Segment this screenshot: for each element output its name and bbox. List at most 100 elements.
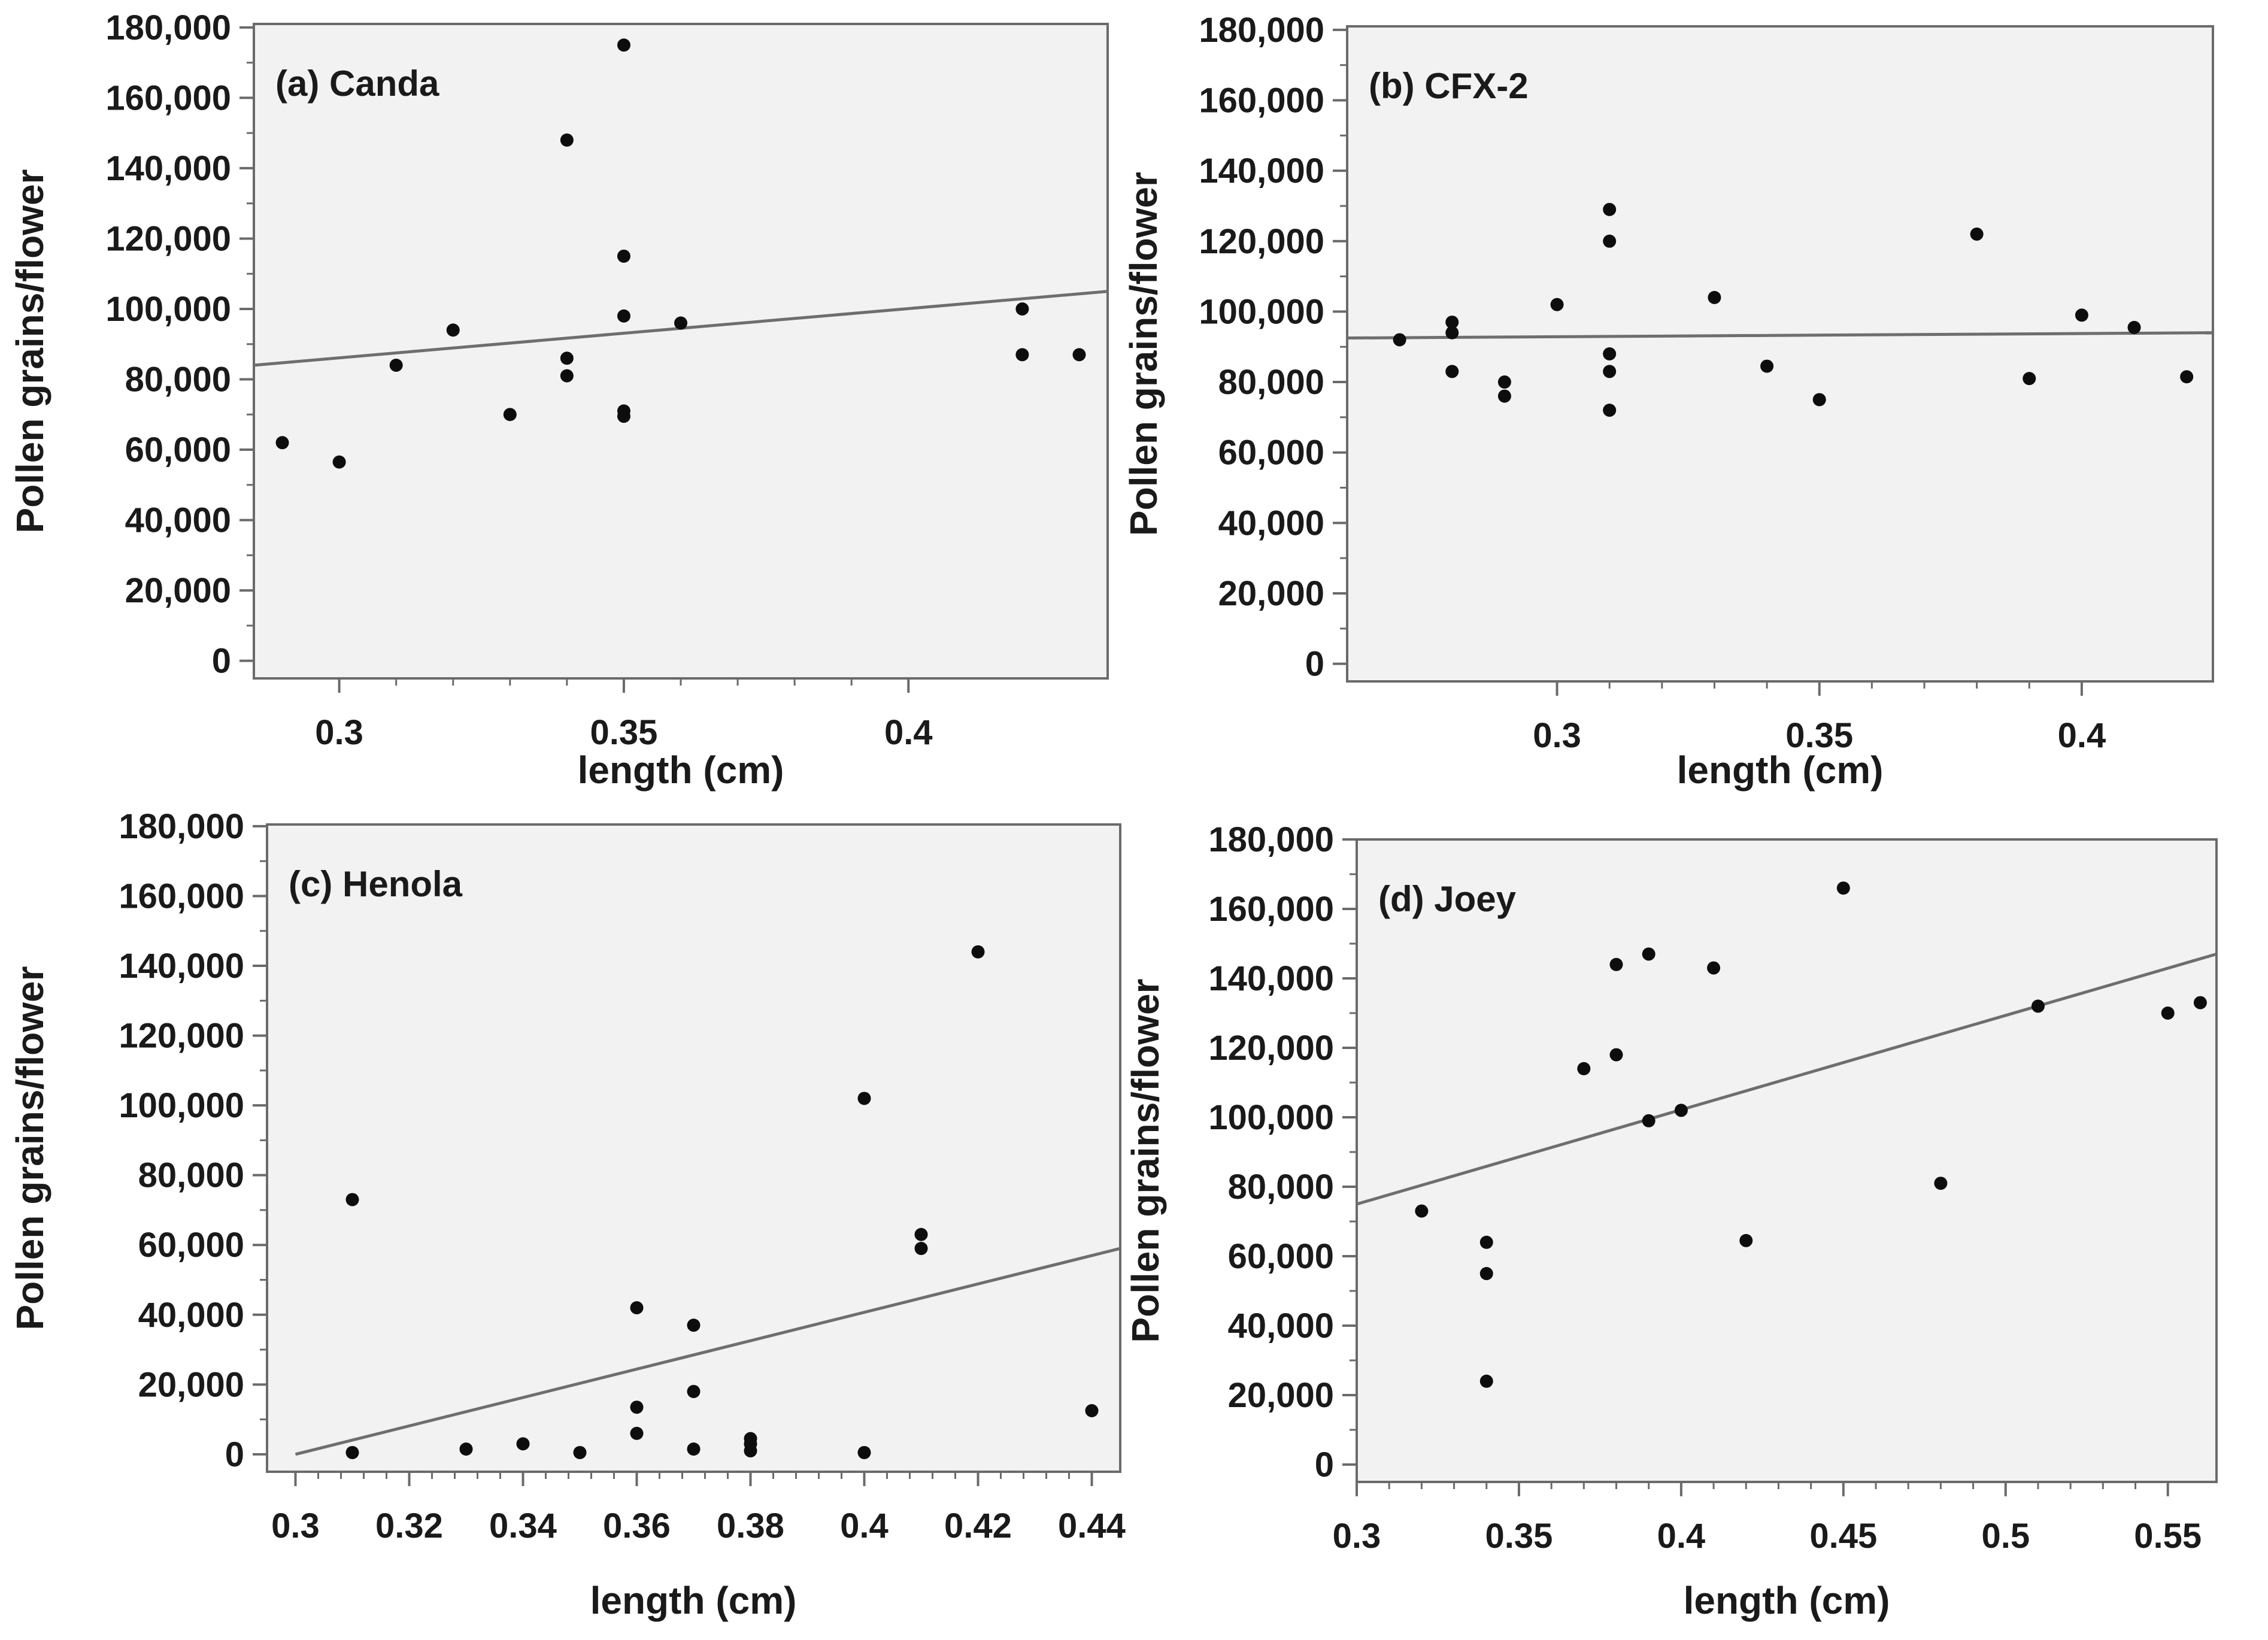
chart-cfx2: 0 20,000 40,000 60,000 80,000 100,000 120,000 1… <box>1122 11 2214 792</box>
data-point <box>687 1318 701 1332</box>
y-tick-label: 100,000 <box>119 1086 244 1125</box>
chart-joey: 0 20,000 40,000 60,000 80,000 100,000 120,000 1… <box>1124 820 2218 1622</box>
plot-area <box>1356 838 2218 1483</box>
y-tick-label: 40,000 <box>1218 504 1324 542</box>
x-tick-label: 0.45 <box>1809 1517 1877 1556</box>
y-tick-label: 140,000 <box>1199 151 1324 190</box>
y-tick-label: 180,000 <box>119 807 244 846</box>
data-point <box>1393 333 1406 347</box>
data-point <box>617 38 630 52</box>
data-point <box>1415 1204 1429 1218</box>
y-tick-label: 80,000 <box>125 360 231 399</box>
data-point <box>1479 1235 1493 1249</box>
data-point <box>503 408 517 422</box>
y-tick-label: 140,000 <box>119 947 244 986</box>
x-tick-label: 0.4 <box>2058 716 2106 755</box>
data-point <box>1970 228 1984 241</box>
y-tick-label: 180,000 <box>105 8 231 47</box>
data-point <box>914 1227 928 1241</box>
x-tick-label: 0.4 <box>840 1506 889 1545</box>
x-tick-label: 0.35 <box>1485 1517 1553 1556</box>
trend-line <box>1356 952 2217 1206</box>
data-point <box>1609 1048 1623 1062</box>
data-point <box>630 1301 644 1315</box>
y-axis-label: Pollen grains/flower <box>8 966 51 1330</box>
y-tick-label: 120,000 <box>105 219 231 258</box>
data-point <box>1603 234 1617 248</box>
y-tick-label: 80,000 <box>1228 1168 1334 1206</box>
y-tick-label: 80,000 <box>138 1156 244 1195</box>
data-point <box>971 945 985 959</box>
y-axis-label: Pollen grains/flower <box>1124 978 1167 1342</box>
x-axis-label: length (cm) <box>1684 1579 1890 1622</box>
data-point <box>2031 999 2045 1013</box>
x-axis-label: length (cm) <box>590 1579 797 1622</box>
data-point <box>1603 404 1617 417</box>
data-point <box>1445 316 1459 329</box>
data-point <box>2161 1007 2175 1020</box>
data-point <box>1015 302 1029 316</box>
x-tick-label: 0.3 <box>315 713 363 752</box>
data-point <box>1708 290 1721 304</box>
data-point <box>2075 308 2088 322</box>
data-point <box>1550 298 1564 311</box>
data-point <box>1707 961 1721 975</box>
data-point <box>1642 1114 1655 1127</box>
y-tick-label: 60,000 <box>1218 434 1324 472</box>
data-point <box>687 1384 701 1398</box>
y-tick-label: 20,000 <box>125 571 231 610</box>
x-tick-label: 0.4 <box>884 713 933 752</box>
x-tick-label: 0.38 <box>717 1506 784 1545</box>
data-point <box>1072 348 1086 362</box>
plot-area <box>253 23 1109 680</box>
y-tick-label: 0 <box>1305 645 1324 684</box>
y-tick-label: 20,000 <box>1228 1376 1334 1415</box>
panel-title: (a) Canda <box>275 63 439 104</box>
y-tick-label: 40,000 <box>1228 1306 1334 1345</box>
data-point <box>332 455 346 469</box>
y-tick-label: 60,000 <box>125 431 231 469</box>
x-tick-label: 0.32 <box>375 1506 443 1545</box>
data-point <box>1577 1062 1591 1075</box>
chart-canda: 0 20,000 40,000 60,000 80,000 100,000 120,000 1… <box>8 8 1109 792</box>
data-point <box>1934 1177 1948 1190</box>
x-tick-label: 0.36 <box>603 1506 671 1545</box>
x-tick-label: 0.42 <box>944 1506 1012 1545</box>
data-point <box>560 369 574 383</box>
data-point <box>744 1444 757 1458</box>
data-point <box>914 1242 928 1256</box>
data-point <box>1603 347 1617 360</box>
data-point <box>1445 365 1459 378</box>
data-point <box>2127 320 2141 334</box>
y-axis-label: Pollen grains/flower <box>8 169 51 533</box>
data-point <box>560 133 574 147</box>
panel-title: (d) Joey <box>1378 879 1517 919</box>
data-point <box>345 1445 359 1459</box>
data-point <box>674 316 687 330</box>
x-tick-label: 0.35 <box>590 713 657 752</box>
x-tick-label: 0.5 <box>1981 1517 2030 1556</box>
data-point <box>1603 365 1617 378</box>
data-point <box>1603 202 1617 216</box>
y-tick-label: 0 <box>212 642 231 681</box>
data-point <box>1836 881 1850 895</box>
data-point <box>1642 947 1655 961</box>
y-tick-label: 40,000 <box>138 1296 244 1335</box>
y-tick-label: 80,000 <box>1218 363 1324 402</box>
y-tick-label: 180,000 <box>1208 820 1334 859</box>
y-tick-label: 180,000 <box>1199 11 1324 50</box>
x-tick-label: 0.55 <box>2134 1517 2202 1556</box>
data-point <box>617 249 630 263</box>
chart-henola: 0 20,000 40,000 60,000 80,000 100,000 120,000 1… <box>8 807 1126 1622</box>
trend-line <box>1347 331 2214 340</box>
y-tick-label: 140,000 <box>1208 959 1334 998</box>
x-tick-label: 0.34 <box>489 1506 557 1545</box>
data-point <box>1812 393 1826 407</box>
data-point <box>617 309 630 323</box>
data-point <box>630 1426 644 1440</box>
data-point <box>1479 1374 1493 1388</box>
y-tick-label: 60,000 <box>1228 1237 1334 1276</box>
x-tick-label: 0.35 <box>1785 716 1853 755</box>
y-tick-label: 60,000 <box>138 1226 244 1265</box>
